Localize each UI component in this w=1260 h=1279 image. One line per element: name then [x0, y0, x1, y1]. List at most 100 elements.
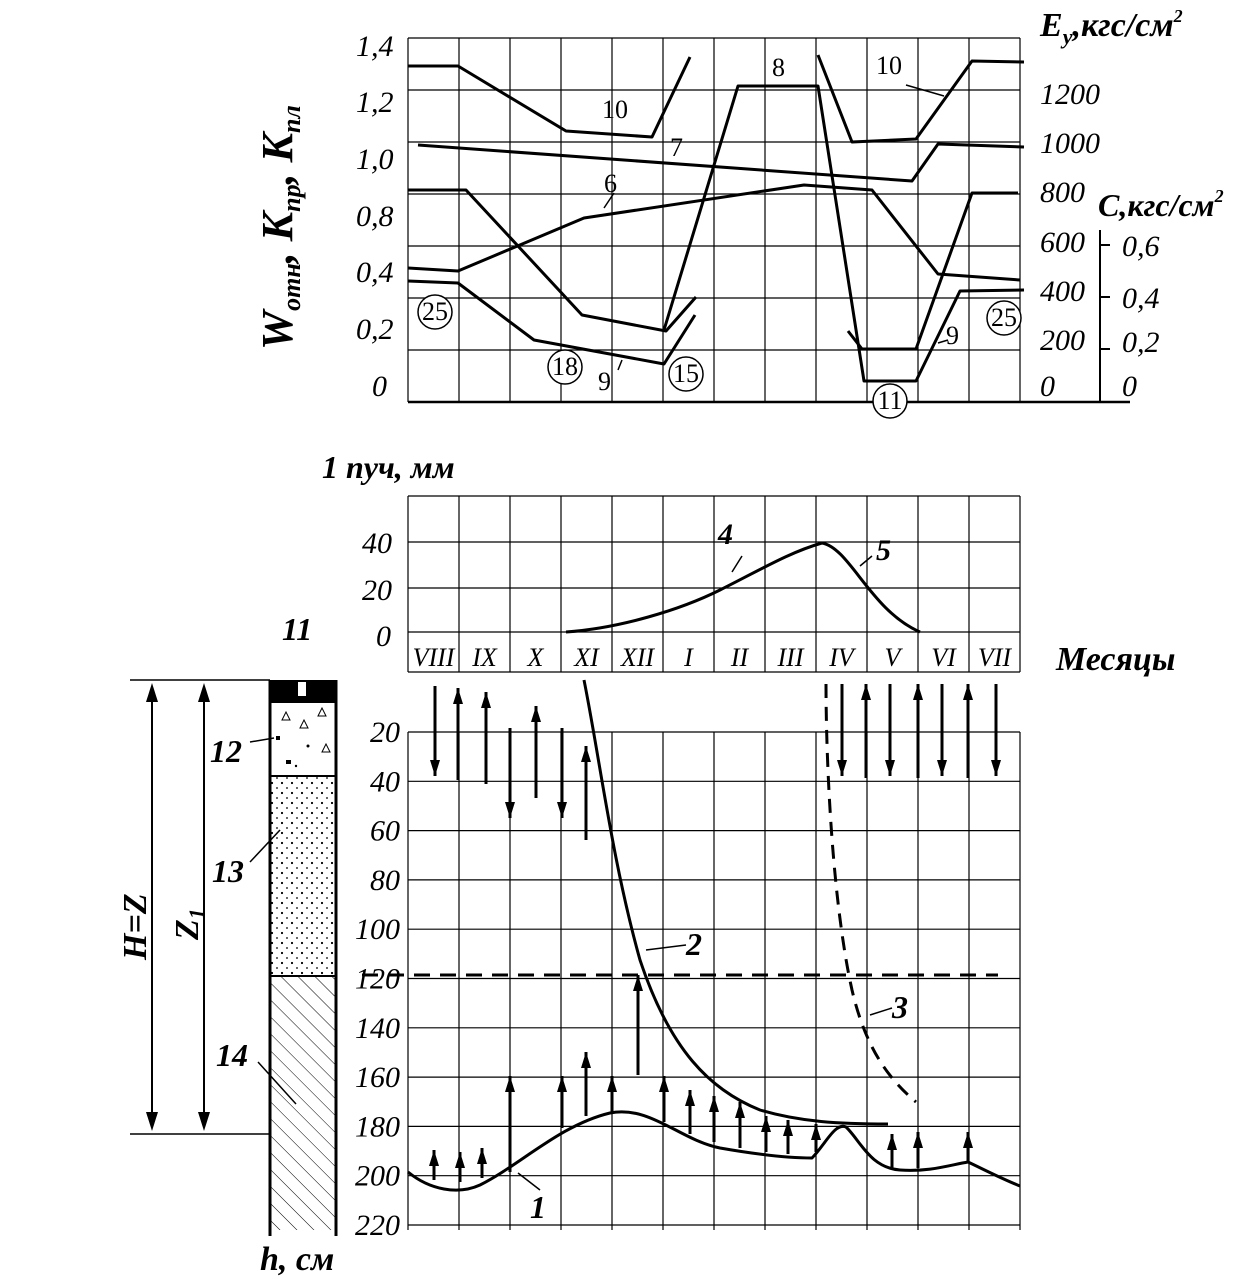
arrow-head [735, 1102, 745, 1118]
leader-9-left [617, 359, 623, 371]
top-chart-grid [407, 37, 1021, 402]
c-axis-title: C,кгс/см2 [1098, 186, 1224, 223]
dim-z1-label: Z1 [169, 908, 209, 941]
depth-tick: 100 [355, 913, 400, 946]
layer-13-sand [270, 776, 336, 976]
depth-tick: 40 [370, 765, 400, 798]
depth-chart: 20 40 60 80 100 120 140 160 180 200 220 1 2 3 h, с… [260, 679, 1021, 1278]
leader-14 [257, 1061, 297, 1105]
top-right-tick: 800 [1040, 176, 1085, 209]
top-right-tick: 1200 [1040, 78, 1100, 111]
months-title: Месяцы [1055, 641, 1176, 678]
leader-13 [249, 829, 281, 863]
heave-grid [407, 495, 1021, 673]
month-label: II [730, 643, 750, 672]
curve-label-10: 10 [602, 95, 628, 124]
heave-title: 1 пуч, мм [322, 449, 455, 485]
curve-label-1: 1 [530, 1189, 546, 1225]
top-right-tick: 200 [1040, 324, 1085, 357]
depth-tick: 160 [355, 1061, 400, 1094]
c-tick: 0 [1122, 370, 1137, 403]
layer-label-11: 11 [282, 611, 312, 647]
month-label: VIII [413, 643, 456, 672]
svg-text:11: 11 [877, 386, 902, 415]
curve-label-7: 7 [670, 133, 683, 162]
top-left-ticks: 1,4 1,2 1,0 0,8 0,4 0,2 0 [356, 30, 394, 403]
arrow-head [861, 684, 871, 700]
svg-text:18: 18 [552, 352, 578, 381]
arrow-head [633, 975, 643, 991]
leader-5 [859, 555, 873, 567]
heave-chart: 1 пуч, мм 40 20 0 4 5 VIII IX X XI XII I II III… [322, 449, 1176, 678]
month-label: VII [978, 643, 1013, 672]
top-left-tick: 1,0 [356, 143, 394, 176]
depth-tick: 20 [370, 716, 400, 749]
curve-5 [821, 541, 921, 634]
arrow-head [937, 760, 947, 776]
month-labels: VIII IX X XI XII I II III IV V VI VII [413, 643, 1013, 672]
month-label: X [527, 643, 545, 672]
curve-6 [407, 183, 1021, 282]
month-label: I [683, 643, 694, 672]
arrow-head [430, 760, 440, 776]
curve-4 [565, 541, 823, 634]
top-left-tick: 1,2 [356, 86, 394, 119]
curve-25-15 [407, 279, 697, 366]
leader-2 [645, 944, 687, 951]
leader-10 [905, 84, 945, 97]
depth-grid [407, 731, 1021, 1230]
month-label: IX [471, 643, 498, 672]
arrow-head [453, 688, 463, 704]
c-tick: 0,2 [1122, 326, 1160, 359]
top-chart: Wотн, Kпр, Kпл 1,4 1,2 1,0 0,8 0,4 0,2 0… [253, 6, 1224, 419]
dim-arrow [146, 683, 158, 702]
arrow-head [887, 1134, 897, 1150]
month-label: XI [573, 643, 600, 672]
depth-tick: 200 [355, 1160, 400, 1193]
arrow-head [557, 802, 567, 818]
curve-label-6: 6 [604, 169, 617, 198]
arrow-head [455, 1152, 465, 1168]
arrow-head [685, 1090, 695, 1106]
top-right-tick: 0 [1040, 370, 1055, 403]
arrow-head [913, 1132, 923, 1148]
circled-label-25-left: 25 [417, 294, 453, 330]
arrow-head [581, 746, 591, 762]
gravel-marks [276, 706, 331, 768]
curve-label-10b: 10 [876, 51, 902, 80]
curve-label-9: 9 [946, 321, 959, 350]
leader-9 [937, 339, 949, 344]
curve-10-left [408, 56, 692, 139]
top-left-tick: 0,4 [356, 256, 394, 289]
arrow-head [481, 692, 491, 708]
soil-column: H=Z Z1 11 12 13 14 [117, 611, 338, 1236]
curve-3 [824, 683, 917, 1104]
leader-3 [869, 1007, 893, 1016]
arrow-head [581, 1052, 591, 1068]
arrow-head [991, 760, 1001, 776]
month-label: V [885, 643, 904, 672]
c-tick: 0,4 [1122, 282, 1160, 315]
curve-label-8: 8 [772, 53, 785, 82]
arrow-head [531, 706, 541, 722]
month-label: XII [620, 643, 656, 672]
circled-label-18: 18 [547, 349, 583, 385]
dim-arrow [198, 1112, 210, 1131]
arrow-head [429, 1150, 439, 1166]
svg-text:15: 15 [673, 359, 699, 388]
c-tick: 0,6 [1122, 230, 1160, 263]
leader-1 [517, 1172, 541, 1191]
leader-6 [603, 192, 615, 209]
layer-label-13: 13 [212, 853, 244, 889]
arrow-head [477, 1148, 487, 1164]
curve-label-9b: 9 [598, 367, 611, 396]
depth-tick: 120 [355, 963, 400, 996]
circled-label-25-right: 25 [986, 300, 1022, 336]
depth-tick: 60 [370, 815, 400, 848]
top-right-tick: 400 [1040, 275, 1085, 308]
month-label: III [777, 643, 805, 672]
arrow-head [963, 684, 973, 700]
layer-14-clay [270, 976, 336, 1230]
heave-tick: 0 [376, 620, 391, 653]
curve-7 [417, 142, 1025, 183]
